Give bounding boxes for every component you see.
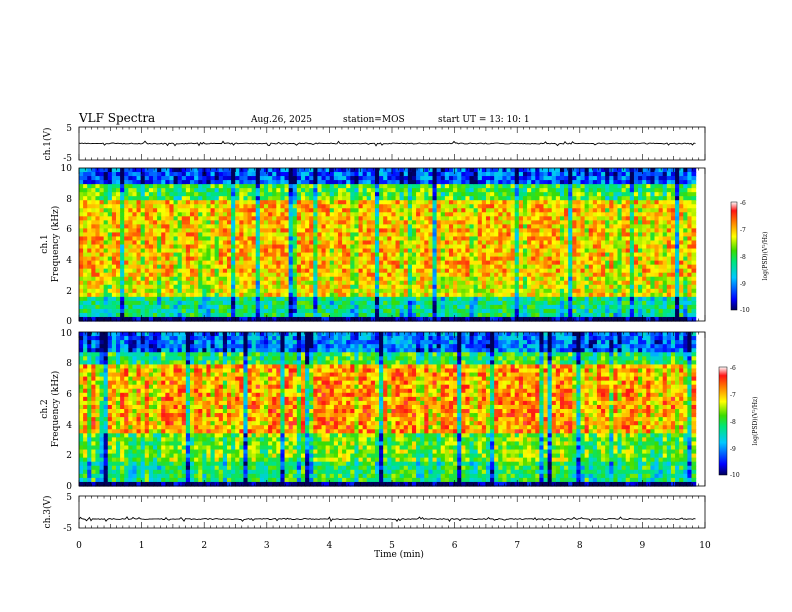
ch2-colorbar: -6 -7 -8 -9 -10 log(PSD)(V²/Hz) bbox=[718, 365, 759, 479]
ch2-freq-tick-10: 10 bbox=[61, 329, 73, 339]
time-tick-label-4: 4 bbox=[327, 541, 333, 551]
time-tick-label-8: 8 bbox=[577, 541, 583, 551]
ch2-spectrogram-yticks: 0 2 4 6 8 10 bbox=[61, 329, 73, 492]
time-axis-label: Time (min) bbox=[374, 549, 424, 560]
ch1-frequency-label: Frequency (kHz) bbox=[50, 206, 61, 283]
header: VLF Spectra Aug.26, 2025 station=MOS sta… bbox=[78, 111, 530, 125]
ch1-cb-tick-m6: -6 bbox=[740, 200, 746, 207]
ch1-waveform-panel: 5 -5 ch.1(V) bbox=[42, 124, 706, 164]
ch2-colorbar-label: log(PSD)(V²/Hz) bbox=[752, 397, 759, 446]
ch1-ytick-top: 5 bbox=[66, 124, 72, 134]
ch1-ytick-bottom: -5 bbox=[63, 154, 72, 164]
ch1-freq-tick-8: 8 bbox=[66, 195, 72, 205]
time-tick-label-7: 7 bbox=[514, 541, 520, 551]
time-tick-label-10: 10 bbox=[699, 541, 711, 551]
ch1-cb-tick-m8: -8 bbox=[740, 254, 746, 261]
ch2-cb-tick-m9: -9 bbox=[730, 446, 736, 453]
ch2-cb-tick-m8: -8 bbox=[730, 419, 736, 426]
ch1-waveform-xticks bbox=[78, 127, 706, 160]
ch1-colorbar-frame bbox=[730, 201, 738, 311]
ch2-freq-tick-2: 2 bbox=[66, 451, 72, 461]
start-time-label: start UT = 13: 10: 1 bbox=[438, 115, 530, 125]
ch3-ytick-top: 5 bbox=[66, 493, 72, 503]
ch1-colorbar-label: log(PSD)(V²/Hz) bbox=[762, 232, 769, 281]
ch2-cb-tick-m6: -6 bbox=[730, 365, 736, 372]
ch3-waveform-ylabel: ch.3(V) bbox=[42, 496, 53, 529]
ch3-ytick-bottom: -5 bbox=[63, 524, 72, 534]
ch2-colorbar-gradient bbox=[719, 367, 727, 475]
date-label: Aug.26, 2025 bbox=[250, 115, 312, 125]
ch3-waveform-trace bbox=[78, 516, 696, 523]
ch2-spectrogram-panel: 0 2 4 6 8 10 ch.2 Frequency (kHz) bbox=[40, 329, 706, 492]
ch1-spectrogram-xticks bbox=[78, 168, 706, 321]
ch1-freq-tick-6: 6 bbox=[66, 225, 72, 235]
ch1-cb-tick-m10: -10 bbox=[740, 307, 750, 314]
ch2-freq-tick-4: 4 bbox=[66, 421, 72, 431]
time-tick-label-0: 0 bbox=[76, 541, 82, 551]
ch2-spectrogram-xticks bbox=[78, 332, 706, 486]
time-tick-label-2: 2 bbox=[201, 541, 207, 551]
ch2-cb-tick-m7: -7 bbox=[730, 392, 736, 399]
time-tick-label-9: 9 bbox=[640, 541, 646, 551]
station-label: station=MOS bbox=[343, 115, 405, 125]
ch1-spectrogram-panel: 0 2 4 6 8 10 ch.1 Frequency (kHz) bbox=[40, 164, 706, 327]
ch1-freq-tick-2: 2 bbox=[66, 287, 72, 297]
ch1-colorbar: -6 -7 -8 -9 -10 log(PSD)(V²/Hz) bbox=[730, 200, 769, 314]
ch1-freq-tick-0: 0 bbox=[66, 317, 72, 327]
ch1-spectrogram-ylabel: ch.1 bbox=[40, 234, 50, 253]
time-axis-tick-labels: 0 1 2 3 4 5 6 7 8 9 10 bbox=[76, 541, 711, 551]
ch1-cb-tick-m7: -7 bbox=[740, 227, 746, 234]
ch3-waveform-panel: 5 -5 ch.3(V) bbox=[42, 493, 706, 534]
ch2-spectrogram-ylabel: ch.2 bbox=[40, 399, 50, 418]
time-tick-label-6: 6 bbox=[452, 541, 458, 551]
ch2-spectrogram-image bbox=[79, 332, 697, 487]
time-tick-label-5: 5 bbox=[389, 541, 395, 551]
ch2-freq-tick-0: 0 bbox=[66, 482, 72, 492]
ch1-waveform-trace bbox=[78, 140, 696, 147]
time-tick-label-3: 3 bbox=[264, 541, 270, 551]
ch1-waveform-ylabel: ch.1(V) bbox=[42, 128, 53, 161]
ch1-freq-tick-10: 10 bbox=[61, 164, 73, 174]
ch2-cb-tick-m10: -10 bbox=[730, 472, 740, 479]
ch3-waveform-xticks bbox=[78, 496, 706, 528]
ch1-colorbar-gradient bbox=[731, 202, 737, 310]
ch1-cb-tick-m9: -9 bbox=[740, 281, 746, 288]
ch1-spectrogram-image bbox=[79, 168, 697, 322]
ch2-freq-tick-6: 6 bbox=[66, 390, 72, 400]
figure-title: VLF Spectra bbox=[78, 111, 155, 125]
ch2-frequency-label: Frequency (kHz) bbox=[50, 371, 61, 448]
ch1-freq-tick-4: 4 bbox=[66, 256, 72, 266]
ch2-freq-tick-8: 8 bbox=[66, 359, 72, 369]
ch1-spectrogram-yticks: 0 2 4 6 8 10 bbox=[61, 164, 73, 327]
time-tick-label-1: 1 bbox=[139, 541, 145, 551]
ch2-colorbar-frame bbox=[718, 366, 728, 476]
